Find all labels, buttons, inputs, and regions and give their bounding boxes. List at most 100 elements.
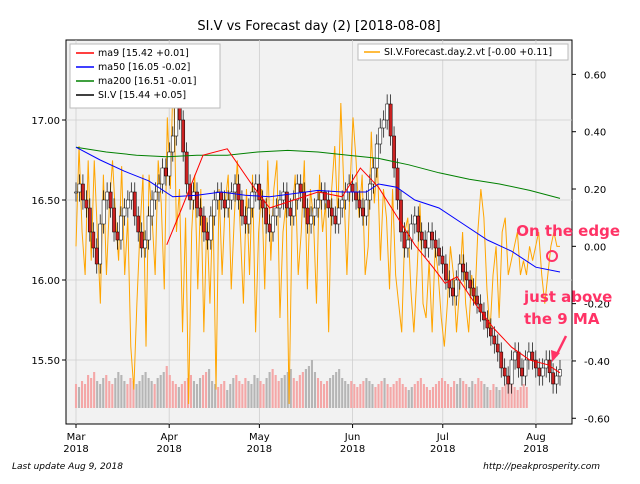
volume-bar [208, 369, 211, 408]
volume-bar [377, 384, 380, 408]
volume-bar [489, 390, 492, 408]
volume-bar [129, 378, 132, 408]
volume-bar [301, 372, 304, 408]
volume-bar [235, 375, 238, 408]
y2-tick-label: 0.40 [584, 128, 606, 139]
candle-body [112, 207, 116, 233]
candle-body [212, 199, 217, 217]
volume-bar [232, 378, 235, 408]
footer-source-url: http://peakprosperity.com [483, 462, 600, 472]
candle-body [537, 367, 542, 377]
volume-bar [138, 381, 141, 408]
volume-bar [250, 384, 253, 408]
candle-body [288, 207, 293, 217]
candle-body [101, 199, 106, 225]
volume-bar [335, 372, 338, 408]
legend-label: ma9 [15.42 +0.01] [98, 48, 189, 59]
candle-body [143, 239, 147, 249]
candle-body [437, 247, 441, 257]
volume-bar [292, 378, 295, 408]
volume-bar [168, 375, 171, 408]
volume-bar [380, 381, 383, 408]
candle-body [326, 199, 331, 209]
volume-bar [126, 384, 129, 408]
volume-bar [428, 390, 431, 408]
volume-bar [205, 372, 208, 408]
annotation-on-the-edge: On the edge [516, 222, 620, 240]
volume-bar [174, 384, 177, 408]
candle-body [495, 343, 500, 353]
candle-body [129, 191, 134, 201]
volume-bar [453, 381, 456, 408]
legend-right: SI.V.Forecast.day.2.vt [-0.00 +0.11] [357, 43, 569, 61]
candle-body [91, 231, 96, 249]
candle-body [74, 191, 78, 194]
volume-bar [471, 381, 474, 408]
volume-bar [431, 387, 435, 408]
volume-bar [244, 378, 247, 408]
volume-bar [274, 375, 277, 408]
candle-body [406, 239, 410, 249]
volume-bar [383, 378, 386, 408]
volume-bar [480, 381, 483, 408]
volume-bar [507, 381, 510, 408]
candle-body [309, 215, 313, 225]
volume-bar [217, 387, 220, 408]
volume-bar [156, 378, 159, 408]
candle-body [150, 199, 154, 217]
candle-body [323, 191, 327, 201]
volume-bar [443, 381, 447, 408]
volume-bar [114, 378, 117, 408]
candle-body [392, 135, 396, 169]
volume-bar [165, 366, 168, 408]
candle-body [119, 215, 123, 241]
x-tick-label-year: 2018 [63, 444, 88, 455]
volume-bar [211, 381, 214, 408]
candle-body [302, 191, 307, 209]
volume-bar [504, 384, 507, 408]
candle-body [416, 215, 421, 233]
y-tick-label: 16.00 [31, 276, 60, 287]
candle-body [312, 207, 317, 217]
volume-bar [329, 378, 332, 408]
volume-bar [304, 369, 307, 408]
candle-body [357, 199, 362, 209]
candle-body [243, 215, 248, 225]
candle-body [492, 335, 497, 345]
volume-bar [135, 384, 138, 408]
candle-body [136, 215, 141, 233]
volume-bar [117, 372, 120, 408]
candle-body [388, 103, 393, 137]
volume-bar [422, 384, 425, 408]
volume-bar [123, 381, 126, 408]
candle-body [502, 367, 507, 377]
candle-body [558, 369, 562, 377]
y2-tick-label: 0.00 [584, 242, 606, 253]
volume-bar [153, 384, 156, 408]
volume-bar [513, 387, 516, 408]
volume-bar [425, 387, 428, 408]
y2-tick-label: -0.60 [584, 414, 610, 425]
volume-bar [295, 381, 298, 408]
volume-bar [510, 384, 513, 408]
annotation-just-above-line1: just above [523, 288, 612, 306]
candle-body [219, 191, 224, 201]
volume-bar [404, 387, 407, 408]
volume-bar [198, 378, 202, 408]
volume-bar [522, 384, 525, 408]
candle-body [81, 183, 85, 201]
volume-bar [247, 381, 250, 408]
series-ma200-line [75, 146, 561, 199]
volume-bar [120, 375, 123, 408]
volume-bar [283, 375, 286, 408]
legend-left: ma9 [15.42 +0.01] ma50 [16.05 -0.02] ma200… [69, 43, 221, 109]
volume-bar [410, 387, 413, 408]
candle-body [170, 135, 175, 153]
series-ma9-line [166, 148, 561, 374]
volume-bar [280, 378, 283, 408]
candle-body [402, 231, 407, 249]
volume-bar [220, 384, 223, 408]
candle-body [160, 167, 165, 185]
volume-bar [322, 384, 326, 408]
